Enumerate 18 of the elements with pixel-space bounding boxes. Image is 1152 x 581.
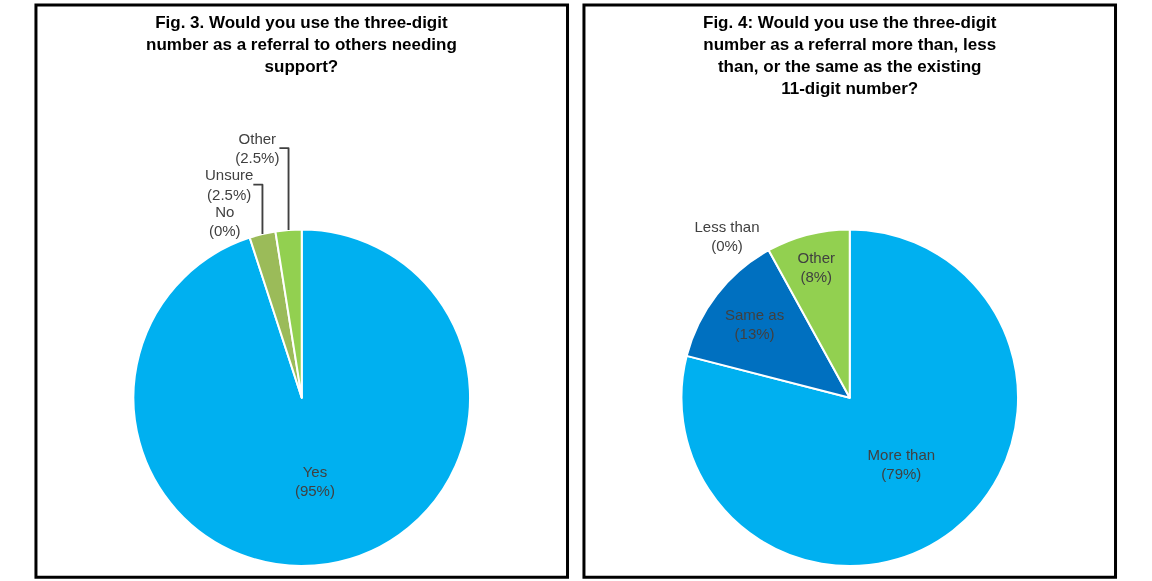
data-label: (2.5%): [207, 185, 252, 203]
category-label: No: [215, 202, 235, 220]
category-label: Less than: [694, 217, 760, 235]
data-label: (8%): [800, 268, 833, 286]
data-label: (79%): [881, 465, 922, 483]
slice-label: Unsure: [204, 166, 254, 184]
slice-label: Same as: [724, 305, 785, 323]
data-label: (95%): [294, 482, 335, 500]
text: (0%): [711, 237, 743, 255]
slice-label: Other: [797, 248, 835, 266]
chart-title: Fig. 4: Would you use the three-digit number as a referral more than, less than, or the same as the existing 11-digit number?: [703, 13, 997, 99]
data-label: (13%): [734, 325, 775, 343]
text: (0%): [208, 222, 241, 240]
chart-title: Fig. 3. Would you use the three-digit number as a referral to others needing support?: [146, 13, 457, 77]
slice-label: Other: [238, 129, 277, 147]
slice-label: More than: [867, 445, 936, 463]
data-label: (2.5%): [235, 149, 280, 167]
slice-label: Yes: [302, 462, 328, 480]
